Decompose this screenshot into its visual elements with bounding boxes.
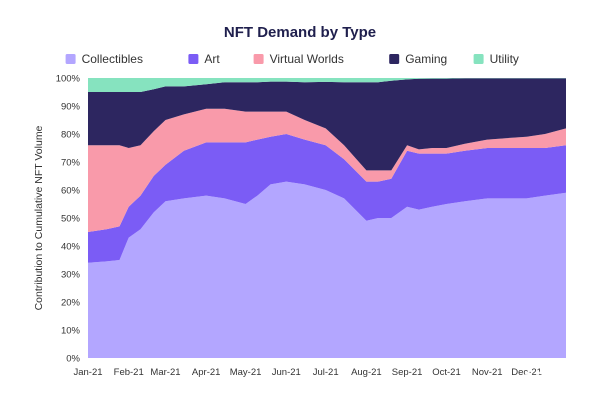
legend-label: Gaming [405, 52, 447, 66]
legend-swatch [65, 54, 76, 64]
legend-label: Art [204, 52, 220, 66]
area-collectibles [88, 181, 566, 358]
legend: Collectibles Art Virtual Worlds Gaming Utili… [65, 52, 519, 66]
x-tick-label: Oct-21 [432, 367, 461, 378]
x-tick-label: Aug-21 [351, 367, 382, 378]
y-tick-label: 0% [66, 354, 80, 365]
legend-item-gaming: Gaming [389, 52, 447, 66]
x-tick-label: Sep-21 [392, 367, 423, 378]
y-tick-label: 10% [61, 326, 81, 337]
watermark: 金色财经 [521, 371, 574, 386]
legend-item-virtual-worlds: Virtual Worlds [253, 52, 344, 66]
legend-swatch [473, 54, 484, 64]
area-virtual-worlds [88, 108, 566, 232]
legend-item-collectibles: Collectibles [65, 52, 143, 66]
x-tick-label: Nov-21 [472, 367, 503, 378]
legend-swatch [253, 54, 264, 64]
y-tick-label: 40% [61, 242, 81, 253]
x-tick-label: Feb-21 [114, 367, 144, 378]
x-tick-label: Mar-21 [150, 367, 180, 378]
y-tick-label: 80% [61, 130, 81, 141]
legend-item-art: Art [188, 52, 220, 66]
x-axis-ticks: Jan-21 Feb-21 Mar-21 Apr-21 May-21 Jun-21 Jul-… [73, 367, 541, 378]
y-tick-label: 90% [61, 102, 81, 113]
legend-swatch [188, 54, 199, 64]
x-tick-label: Jan-21 [73, 367, 102, 378]
area-gaming [88, 78, 566, 171]
chart-title: NFT Demand by Type [224, 24, 376, 41]
x-tick-label: May-21 [230, 367, 262, 378]
area-art [88, 134, 566, 263]
plot-areas [88, 78, 566, 358]
y-axis-ticks: 0% 10% 20% 30% 40% 50% 60% 70% 80% 90% 100% [56, 74, 81, 365]
y-tick-label: 100% [56, 74, 81, 85]
y-axis-label: Contribution to Cumulative NFT Volume [33, 125, 45, 310]
x-tick-label: Jul-21 [313, 367, 339, 378]
y-tick-label: 60% [61, 186, 81, 197]
x-tick-label: Dec-21 [511, 367, 542, 378]
legend-item-utility: Utility [473, 52, 519, 66]
x-tick-label: Jun-21 [272, 367, 301, 378]
legend-label: Collectibles [82, 52, 143, 66]
legend-label: Virtual Worlds [270, 52, 344, 66]
y-tick-label: 50% [61, 214, 81, 225]
legend-swatch [389, 54, 400, 64]
x-tick-label: Apr-21 [192, 367, 221, 378]
y-tick-label: 20% [61, 298, 81, 309]
y-tick-label: 30% [61, 270, 81, 281]
area-utility [88, 78, 566, 92]
y-tick-label: 70% [61, 158, 81, 169]
legend-label: Utility [490, 52, 519, 66]
